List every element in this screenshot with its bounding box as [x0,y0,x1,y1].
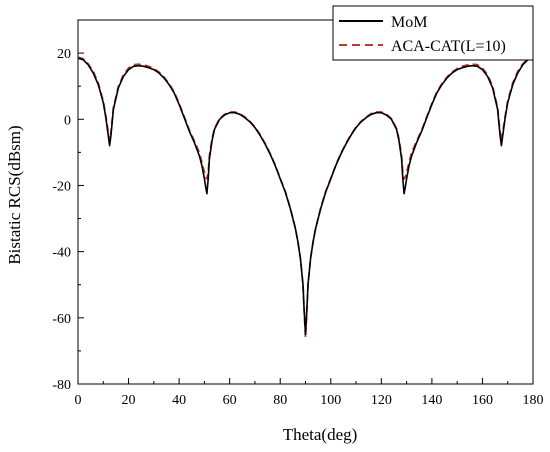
legend: MoM ACA-CAT(L=10) [332,5,534,61]
x-tick-label: 60 [223,393,237,408]
y-tick-label: -60 [52,312,71,327]
legend-box [332,5,534,61]
x-tick-label: 40 [172,393,186,408]
y-axis-ticks: -80 -60 -40 -20 0 20 [52,19,84,393]
x-tick-label: 20 [122,393,136,408]
x-tick-label: 180 [523,393,544,408]
legend-label-aca-cat: ACA-CAT(L=10) [391,38,506,55]
y-tick-label: -40 [52,246,71,261]
x-tick-label: 100 [320,393,341,408]
series-layer [77,56,534,339]
series-line-aca-cat [77,56,534,339]
y-axis-title: Bistatic RCS(dBsm) [5,125,24,264]
series-line-mom [77,57,534,336]
y-tick-label: -80 [52,378,71,393]
x-tick-label: 160 [472,393,493,408]
y-tick-label: 20 [57,47,71,62]
x-tick-label: 80 [273,393,287,408]
x-axis-ticks: 0 20 40 60 80 100 120 140 160 180 [75,378,544,408]
x-axis-title: Theta(deg) [283,425,358,444]
x-tick-label: 120 [371,393,392,408]
x-tick-label: 140 [421,393,442,408]
y-tick-label: 0 [64,113,71,128]
legend-label-mom: MoM [391,14,427,31]
y-tick-label: -20 [52,179,71,194]
x-tick-label: 0 [75,393,82,408]
